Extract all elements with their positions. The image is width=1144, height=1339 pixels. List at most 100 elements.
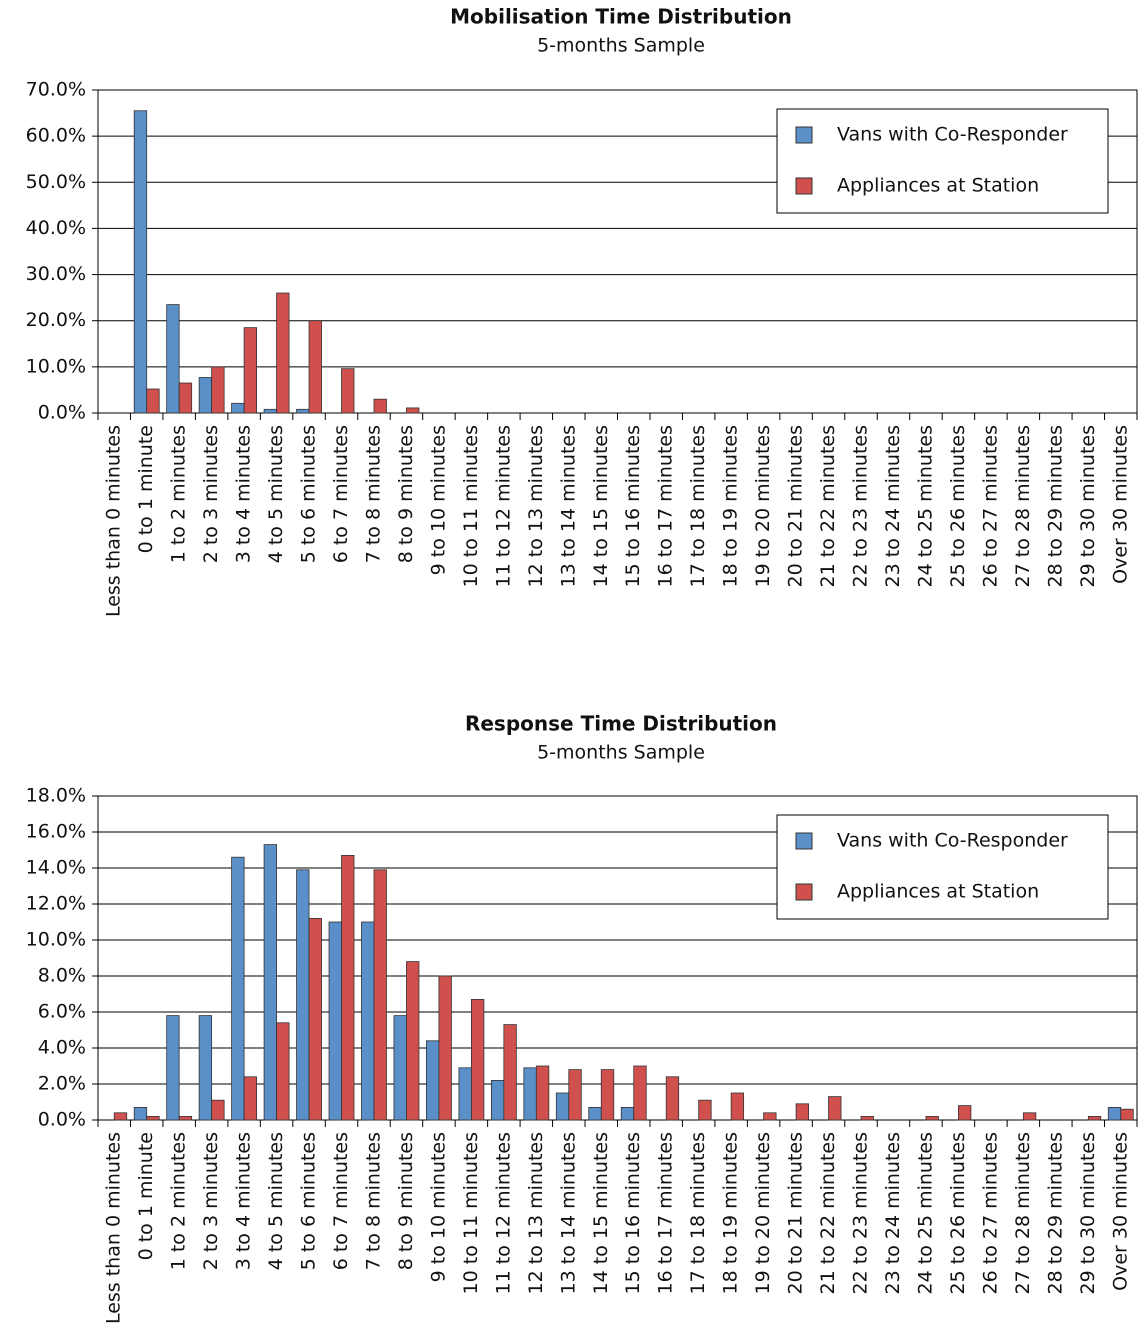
y-tick-label: 16.0%	[26, 821, 86, 843]
x-tick-label: Less than 0 minutes	[103, 425, 125, 617]
x-tick-label: 5 to 6 minutes	[298, 425, 320, 563]
bar	[146, 388, 160, 414]
x-tick-label: 25 to 26 minutes	[947, 425, 969, 587]
bar	[555, 1092, 570, 1121]
x-tick-label: 11 to 12 minutes	[492, 1132, 514, 1294]
bar	[178, 1116, 193, 1121]
legend-box	[776, 814, 1109, 920]
x-tick-label: 25 to 26 minutes	[947, 1132, 969, 1294]
x-tick-label: 27 to 28 minutes	[1012, 425, 1034, 587]
bar	[406, 407, 420, 414]
bar	[133, 1107, 148, 1121]
x-tick-label: 6 to 7 minutes	[330, 425, 352, 563]
bar	[341, 855, 355, 1121]
bar	[406, 961, 420, 1121]
bar	[243, 327, 258, 414]
bar	[178, 382, 193, 414]
x-tick-label: 0 to 1 minute	[135, 1132, 157, 1260]
bar	[373, 869, 387, 1121]
bar	[296, 869, 310, 1121]
bar	[393, 1015, 407, 1121]
legend-swatch	[795, 832, 813, 850]
x-tick-label: 18 to 19 minutes	[720, 425, 742, 587]
legend-swatch	[795, 126, 813, 144]
bar	[263, 408, 277, 414]
bar	[113, 1112, 128, 1121]
x-tick-label: 3 to 4 minutes	[233, 425, 255, 563]
x-tick-label: 11 to 12 minutes	[492, 425, 514, 587]
bar	[198, 1015, 213, 1121]
x-tick-label: Over 30 minutes	[1109, 1132, 1131, 1291]
x-tick-label: 24 to 25 minutes	[914, 425, 936, 587]
y-tick-label: 4.0%	[38, 1037, 86, 1059]
x-tick-label: 7 to 8 minutes	[362, 425, 384, 563]
y-tick-label: 2.0%	[38, 1073, 86, 1095]
bar	[600, 1069, 615, 1121]
x-tick-label: 26 to 27 minutes	[979, 425, 1001, 587]
y-tick-label: 18.0%	[26, 785, 86, 807]
x-tick-label: 0 to 1 minute	[135, 425, 157, 553]
x-tick-label: 19 to 20 minutes	[752, 425, 774, 587]
x-tick-label: 7 to 8 minutes	[362, 1132, 384, 1270]
x-tick-label: 10 to 11 minutes	[460, 1132, 482, 1294]
x-tick-label: 5 to 6 minutes	[298, 1132, 320, 1270]
y-tick-label: 8.0%	[38, 965, 86, 987]
legend-label: Vans with Co-Responder	[837, 124, 1068, 146]
bar	[296, 408, 310, 414]
x-tick-label: 20 to 21 minutes	[785, 1132, 807, 1294]
bar	[263, 844, 277, 1121]
x-tick-label: 15 to 16 minutes	[622, 1132, 644, 1294]
bar	[860, 1116, 874, 1121]
x-tick-label: 13 to 14 minutes	[557, 425, 579, 587]
bar	[588, 1107, 602, 1121]
bar	[1022, 1112, 1037, 1121]
bar	[490, 1080, 505, 1121]
bar	[503, 1024, 517, 1121]
bar	[665, 1076, 680, 1121]
x-tick-label: 16 to 17 minutes	[655, 1132, 677, 1294]
chart-title: Mobilisation Time Distribution	[450, 5, 792, 29]
x-tick-label: 21 to 22 minutes	[817, 425, 839, 587]
legend-label: Appliances at Station	[837, 881, 1039, 903]
x-tick-label: 17 to 18 minutes	[687, 1132, 709, 1294]
x-tick-label: 28 to 29 minutes	[1044, 425, 1066, 587]
x-tick-label: 14 to 15 minutes	[590, 1132, 612, 1294]
x-tick-label: 6 to 7 minutes	[330, 1132, 352, 1270]
bar	[633, 1065, 647, 1121]
legend-box	[776, 108, 1109, 214]
bar	[166, 304, 180, 414]
x-tick-label: 26 to 27 minutes	[979, 1132, 1001, 1294]
bar	[211, 1099, 225, 1121]
chart-subtitle: 5-months Sample	[537, 742, 705, 764]
bar	[1107, 1107, 1122, 1121]
x-tick-label: Less than 0 minutes	[103, 1132, 125, 1324]
bar	[231, 856, 245, 1121]
x-tick-label: 18 to 19 minutes	[720, 1132, 742, 1294]
bar	[523, 1067, 537, 1121]
y-tick-label: 0.0%	[38, 402, 86, 424]
x-tick-label: 10 to 11 minutes	[460, 425, 482, 587]
x-tick-label: 4 to 5 minutes	[265, 425, 287, 563]
x-tick-label: 21 to 22 minutes	[817, 1132, 839, 1294]
x-tick-label: Over 30 minutes	[1109, 425, 1131, 584]
bar	[373, 398, 387, 414]
y-tick-label: 20.0%	[26, 309, 86, 331]
x-tick-label: 29 to 30 minutes	[1077, 425, 1099, 587]
x-tick-label: 23 to 24 minutes	[882, 1132, 904, 1294]
bar	[828, 1096, 842, 1121]
bar	[470, 999, 485, 1121]
bar	[328, 921, 342, 1121]
x-tick-label: 8 to 9 minutes	[395, 425, 417, 563]
x-tick-label: 2 to 3 minutes	[200, 1132, 222, 1270]
bar	[243, 1076, 258, 1121]
bar	[426, 1040, 440, 1121]
y-tick-label: 6.0%	[38, 1001, 86, 1023]
bar	[620, 1107, 635, 1121]
bar	[1120, 1108, 1134, 1121]
bar	[438, 975, 452, 1121]
x-tick-label: 17 to 18 minutes	[687, 425, 709, 587]
x-tick-label: 8 to 9 minutes	[395, 1132, 417, 1270]
chart-subtitle: 5-months Sample	[537, 35, 705, 57]
bar	[146, 1116, 160, 1121]
